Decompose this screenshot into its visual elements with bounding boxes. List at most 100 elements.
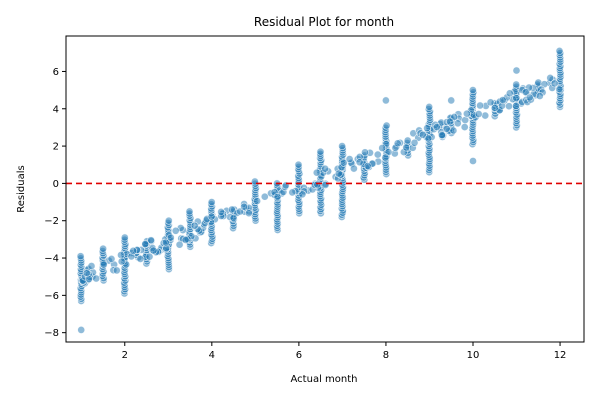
scatter-point bbox=[253, 197, 261, 205]
scatter-point bbox=[87, 262, 96, 270]
scatter-point bbox=[149, 246, 158, 255]
scatter-point bbox=[77, 325, 86, 334]
scatter-point bbox=[298, 190, 307, 199]
scatter-point bbox=[437, 131, 446, 139]
scatter-point bbox=[190, 221, 199, 230]
scatter-point bbox=[141, 239, 150, 248]
scatter-point bbox=[512, 102, 520, 110]
scatter-point bbox=[117, 257, 126, 266]
scatter-point bbox=[294, 160, 303, 169]
scatter-point bbox=[381, 96, 390, 105]
y-tick-label: 0 bbox=[53, 179, 59, 190]
scatter-point bbox=[171, 226, 180, 235]
y-tick-label: −6 bbox=[44, 291, 59, 302]
scatter-point bbox=[393, 139, 402, 148]
scatter-point bbox=[402, 143, 411, 152]
x-axis-label: Actual month bbox=[291, 374, 358, 385]
scatter-point bbox=[313, 180, 322, 189]
scatter-point bbox=[447, 96, 456, 105]
scatter-point bbox=[166, 233, 175, 242]
scatter-point bbox=[486, 98, 495, 107]
scatter-points bbox=[76, 47, 565, 334]
scatter-point bbox=[453, 119, 462, 128]
scatter-point bbox=[207, 212, 216, 221]
scatter-point bbox=[550, 79, 559, 88]
scatter-point bbox=[164, 216, 173, 225]
scatter-point bbox=[512, 94, 521, 102]
scatter-point bbox=[99, 244, 107, 253]
y-tick-label: 4 bbox=[53, 104, 59, 115]
scatter-point bbox=[474, 110, 483, 118]
scatter-point bbox=[476, 101, 484, 110]
scatter-point bbox=[207, 198, 216, 206]
scatter-point bbox=[442, 124, 451, 133]
scatter-point bbox=[240, 202, 248, 211]
scatter-point bbox=[535, 92, 544, 100]
scatter-point bbox=[378, 144, 387, 152]
scatter-point bbox=[288, 188, 297, 197]
scatter-point bbox=[185, 207, 194, 216]
scatter-point bbox=[316, 147, 325, 156]
scatter-point bbox=[462, 109, 471, 118]
scatter-point bbox=[418, 130, 427, 139]
scatter-point bbox=[339, 158, 348, 167]
scatter-point bbox=[349, 164, 358, 173]
scatter-point bbox=[490, 103, 499, 112]
x-tick-label: 2 bbox=[122, 350, 128, 361]
scatter-point bbox=[555, 47, 564, 55]
scatter-point bbox=[498, 96, 507, 104]
y-axis-ticks: −8 −6 −4 −2 0 2 4 6 bbox=[44, 67, 66, 339]
x-tick-label: 12 bbox=[554, 350, 567, 361]
scatter-point bbox=[481, 111, 490, 120]
scatter-point bbox=[112, 266, 121, 275]
scatter-point bbox=[505, 89, 514, 98]
scatter-point bbox=[345, 155, 354, 163]
chart-title: Residual Plot for month bbox=[254, 15, 394, 29]
scatter-point bbox=[512, 80, 521, 89]
y-axis-label: Residuals bbox=[16, 165, 27, 212]
scatter-point bbox=[321, 164, 329, 173]
scatter-point bbox=[147, 236, 155, 245]
x-axis-ticks: 2 4 6 8 10 12 bbox=[122, 342, 567, 361]
scatter-point bbox=[99, 260, 108, 269]
scatter-point bbox=[145, 252, 154, 261]
scatter-point bbox=[227, 205, 236, 214]
y-tick-label: −4 bbox=[44, 254, 59, 265]
scatter-point bbox=[382, 121, 391, 130]
x-tick-label: 4 bbox=[209, 350, 215, 361]
scatter-point bbox=[76, 252, 85, 261]
scatter-point bbox=[244, 209, 253, 218]
scatter-point bbox=[321, 181, 330, 189]
scatter-point bbox=[107, 254, 116, 263]
scatter-point bbox=[381, 153, 390, 162]
scatter-point bbox=[260, 192, 269, 201]
scatter-point bbox=[82, 269, 91, 277]
scatter-point bbox=[469, 157, 477, 165]
scatter-point bbox=[403, 136, 412, 145]
scatter-point bbox=[136, 254, 145, 263]
scatter-point bbox=[449, 126, 458, 135]
x-tick-label: 6 bbox=[296, 350, 302, 361]
y-tick-label: 6 bbox=[53, 67, 59, 78]
scatter-point bbox=[312, 168, 321, 177]
scatter-point bbox=[129, 246, 138, 255]
scatter-point bbox=[461, 116, 470, 124]
scatter-point bbox=[217, 207, 225, 216]
scatter-point bbox=[273, 192, 282, 201]
x-tick-label: 8 bbox=[383, 350, 389, 361]
scatter-point bbox=[361, 148, 369, 157]
y-tick-label: 2 bbox=[53, 142, 59, 153]
y-tick-label: −8 bbox=[44, 328, 59, 339]
scatter-point bbox=[546, 74, 555, 82]
scatter-point bbox=[521, 88, 530, 97]
scatter-point bbox=[410, 138, 419, 147]
scatter-point bbox=[120, 233, 129, 242]
scatter-point bbox=[355, 158, 364, 167]
scatter-point bbox=[363, 162, 372, 170]
scatter-point bbox=[117, 251, 125, 259]
scatter-point bbox=[432, 123, 441, 131]
scatter-point bbox=[425, 103, 434, 111]
plot-frame bbox=[65, 35, 585, 343]
scatter-point bbox=[338, 142, 346, 150]
